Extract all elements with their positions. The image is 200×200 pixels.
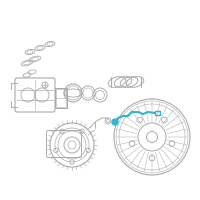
Bar	[56, 89, 66, 107]
Bar	[55, 88, 67, 108]
Circle shape	[112, 119, 118, 125]
